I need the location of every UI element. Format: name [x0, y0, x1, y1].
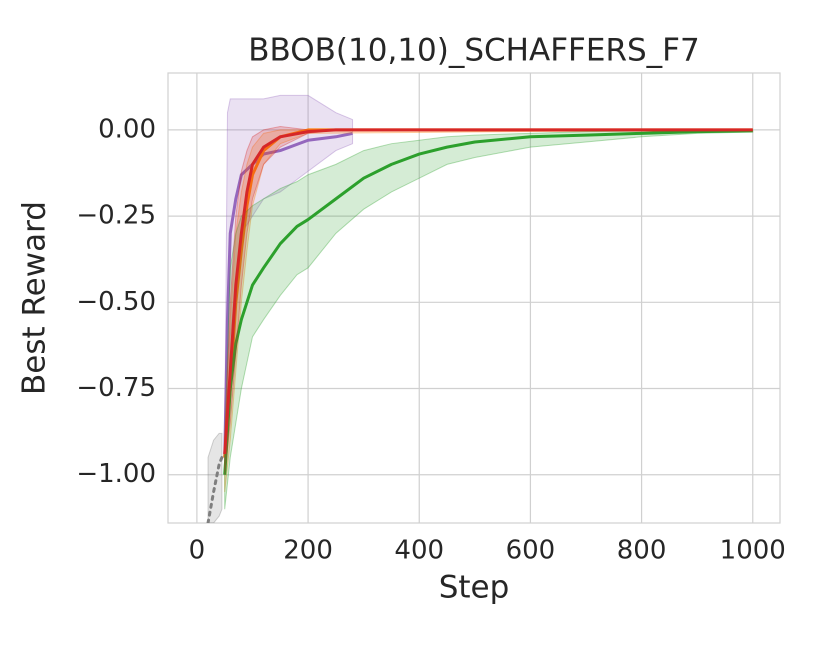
x-axis-label: Step	[439, 570, 510, 606]
x-tick-label: 0	[189, 536, 206, 566]
y-tick-label: −1.00	[76, 459, 156, 489]
x-tick-label: 600	[506, 536, 556, 566]
x-tick-label: 800	[617, 536, 667, 566]
line-series	[223, 128, 753, 455]
y-tick-label: −0.75	[76, 373, 156, 403]
line-series	[223, 129, 753, 475]
line-series	[206, 455, 224, 523]
x-tick-label: 1000	[720, 536, 786, 566]
x-tick-label: 200	[283, 536, 333, 566]
y-tick-label: −0.50	[76, 287, 156, 317]
chart-title: BBOB(10,10)_SCHAFFERS_F7	[248, 33, 699, 69]
confidence-band	[224, 129, 753, 493]
y-axis-label: Best Reward	[17, 201, 53, 395]
x-tick-label: 400	[394, 536, 444, 566]
y-tick-label: 0.00	[98, 114, 156, 144]
y-tick-label: −0.25	[76, 201, 156, 231]
plot-frame	[167, 72, 781, 524]
